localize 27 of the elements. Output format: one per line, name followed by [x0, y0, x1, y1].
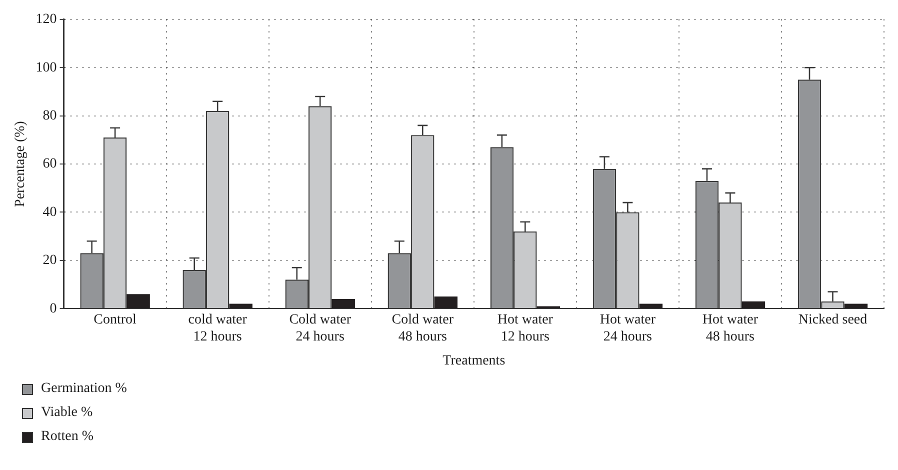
- x-tick-label: Hot water 48 hours: [702, 312, 758, 344]
- bar: [126, 294, 150, 308]
- bar: [229, 304, 252, 308]
- y-tick-label: 80: [42, 108, 57, 124]
- bar: [434, 296, 458, 308]
- y-axis-title: Percentage (%): [13, 120, 28, 207]
- x-tick-label: Hot water 12 hours: [497, 312, 554, 344]
- y-tick-label: 40: [42, 204, 57, 220]
- x-tick-label: Cold water 24 hours: [289, 312, 352, 344]
- y-tick-label: 100: [36, 60, 57, 76]
- x-axis-title: Treatments: [442, 353, 506, 368]
- x-tick-label: cold water 12 hours: [188, 312, 248, 344]
- x-tick-label: Control: [94, 312, 137, 328]
- x-tick-label: Cold water 48 hours: [392, 312, 454, 344]
- bar: [332, 298, 355, 308]
- bar: [742, 301, 766, 308]
- bar: [639, 304, 663, 308]
- x-tick-label: Hot water 24 hours: [600, 312, 656, 344]
- bar: [844, 304, 868, 308]
- x-tick-label: Nicked seed: [798, 312, 868, 328]
- y-tick-label: 20: [42, 253, 57, 268]
- y-tick-label: 0: [50, 301, 57, 316]
- y-tick-label: 120: [36, 12, 57, 28]
- legend-label: Germination %: [41, 381, 127, 397]
- y-tick-label: 60: [42, 156, 57, 172]
- legend-label: Rotten %: [41, 429, 94, 445]
- legend-label: Viable %: [41, 405, 93, 421]
